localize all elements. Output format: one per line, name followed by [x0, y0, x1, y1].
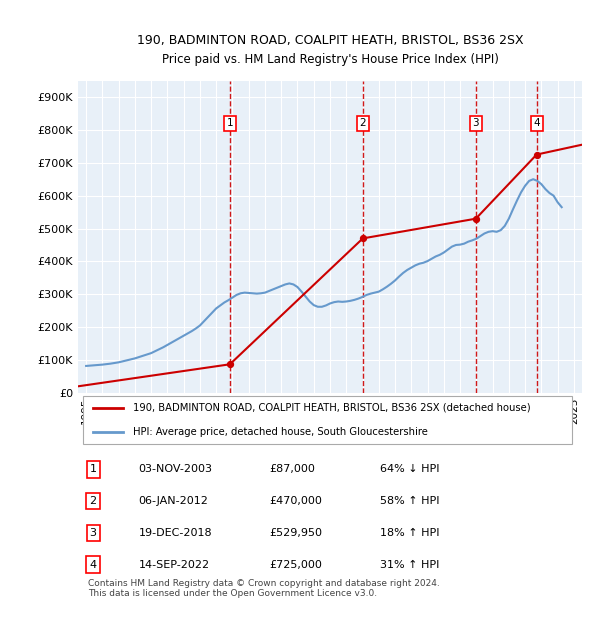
Text: £529,950: £529,950	[269, 528, 323, 538]
Text: 190, BADMINTON ROAD, COALPIT HEATH, BRISTOL, BS36 2SX: 190, BADMINTON ROAD, COALPIT HEATH, BRIS…	[137, 34, 523, 47]
Point	[358, 234, 368, 244]
Text: 19-DEC-2018: 19-DEC-2018	[139, 528, 212, 538]
Text: 06-JAN-2012: 06-JAN-2012	[139, 496, 208, 506]
Text: 3: 3	[89, 528, 97, 538]
Text: 31% ↑ HPI: 31% ↑ HPI	[380, 560, 440, 570]
Text: 58% ↑ HPI: 58% ↑ HPI	[380, 496, 440, 506]
Text: 4: 4	[89, 560, 97, 570]
Text: Price paid vs. HM Land Registry's House Price Index (HPI): Price paid vs. HM Land Registry's House …	[161, 53, 499, 66]
Point	[532, 149, 541, 159]
Text: 14-SEP-2022: 14-SEP-2022	[139, 560, 209, 570]
Text: £87,000: £87,000	[269, 464, 316, 474]
Text: £470,000: £470,000	[269, 496, 322, 506]
Text: 1: 1	[227, 118, 233, 128]
Point	[471, 214, 481, 224]
Text: 2: 2	[89, 496, 97, 506]
Text: HPI: Average price, detached house, South Gloucestershire: HPI: Average price, detached house, Sout…	[133, 427, 428, 436]
Text: 190, BADMINTON ROAD, COALPIT HEATH, BRISTOL, BS36 2SX (detached house): 190, BADMINTON ROAD, COALPIT HEATH, BRIS…	[133, 403, 531, 413]
FancyBboxPatch shape	[83, 396, 572, 444]
Text: 4: 4	[533, 118, 540, 128]
Text: 3: 3	[473, 118, 479, 128]
Text: 18% ↑ HPI: 18% ↑ HPI	[380, 528, 440, 538]
Text: £725,000: £725,000	[269, 560, 322, 570]
Text: 03-NOV-2003: 03-NOV-2003	[139, 464, 212, 474]
Text: 64% ↓ HPI: 64% ↓ HPI	[380, 464, 440, 474]
Point	[225, 360, 235, 370]
Text: 1: 1	[89, 464, 97, 474]
Text: Contains HM Land Registry data © Crown copyright and database right 2024.
This d: Contains HM Land Registry data © Crown c…	[88, 578, 440, 598]
Text: 2: 2	[359, 118, 366, 128]
